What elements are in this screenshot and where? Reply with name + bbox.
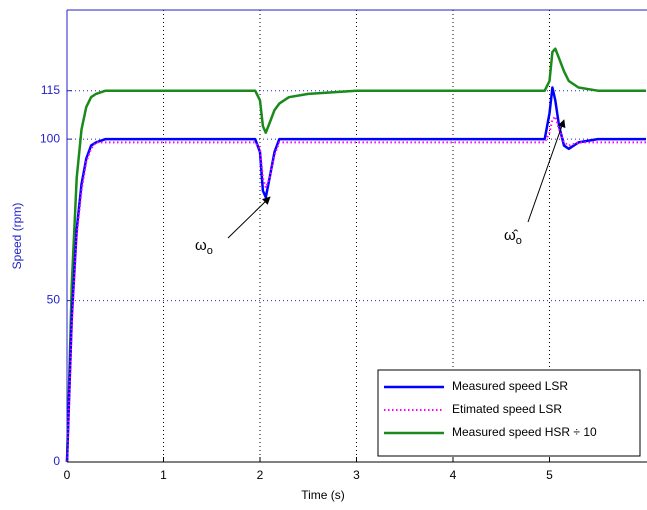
y-tick-label: 115: [41, 83, 60, 97]
y-axis-label: Speed (rpm): [10, 203, 24, 270]
annotation-subscript: o: [516, 235, 522, 247]
x-tick-label: 4: [450, 468, 457, 482]
x-tick-label: 0: [64, 468, 71, 482]
annotation-text: ω̂: [504, 227, 519, 244]
series-line: [66, 115, 646, 463]
legend-label: Measured speed LSR: [452, 379, 568, 393]
x-tick-label: 1: [160, 468, 167, 482]
y-tick-label: 100: [40, 131, 60, 145]
x-tick-label: 5: [546, 468, 553, 482]
series-line: [65, 47, 646, 463]
legend-box: [377, 369, 641, 457]
annotation-arrow: [227, 196, 271, 239]
annotation: ω̂o: [504, 227, 522, 247]
x-tick-label: 3: [353, 468, 360, 482]
y-tick-label: 50: [47, 293, 61, 307]
x-tick-label: 2: [257, 468, 264, 482]
x-axis-label: Time (s): [301, 488, 345, 502]
annotation-arrow: [527, 119, 566, 223]
y-tick-label: 0: [53, 454, 60, 468]
annotation-text: ω: [195, 237, 207, 254]
legend-label: Etimated speed LSR: [452, 402, 562, 416]
annotation-subscript: o: [207, 245, 213, 257]
legend-label: Measured speed HSR ÷ 10: [452, 425, 597, 439]
annotation: ωo: [195, 237, 213, 257]
